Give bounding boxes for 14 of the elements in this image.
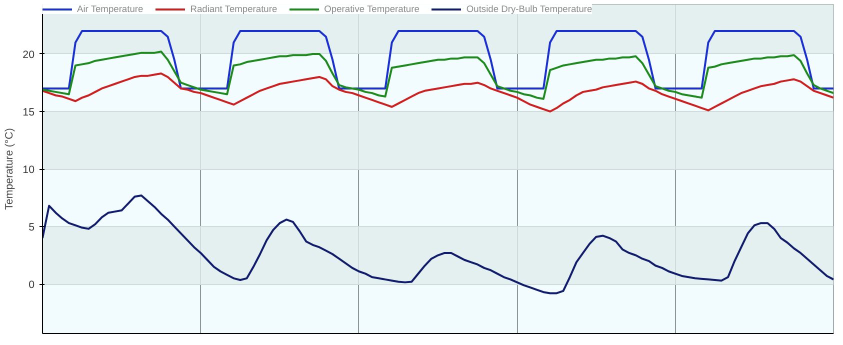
line-series	[42, 50, 834, 100]
legend-label: Radiant Temperature	[190, 4, 278, 14]
line-series	[42, 30, 834, 90]
line-series	[42, 194, 834, 294]
legend-label: Outside Dry-Bulb Temperature	[466, 4, 592, 14]
line-series	[42, 72, 834, 112]
y-tick-label: 20	[22, 48, 35, 61]
y-tick-label: 10	[22, 164, 35, 176]
y-axis-title: Temperature (°C)	[4, 128, 16, 210]
y-tick-label: 0	[28, 279, 35, 292]
legend-label: Operative Temperature	[324, 4, 420, 14]
legend-label: Air Temperature	[77, 4, 144, 14]
y-tick-label: 5	[28, 222, 35, 234]
y-tick-label: 15	[22, 106, 35, 118]
